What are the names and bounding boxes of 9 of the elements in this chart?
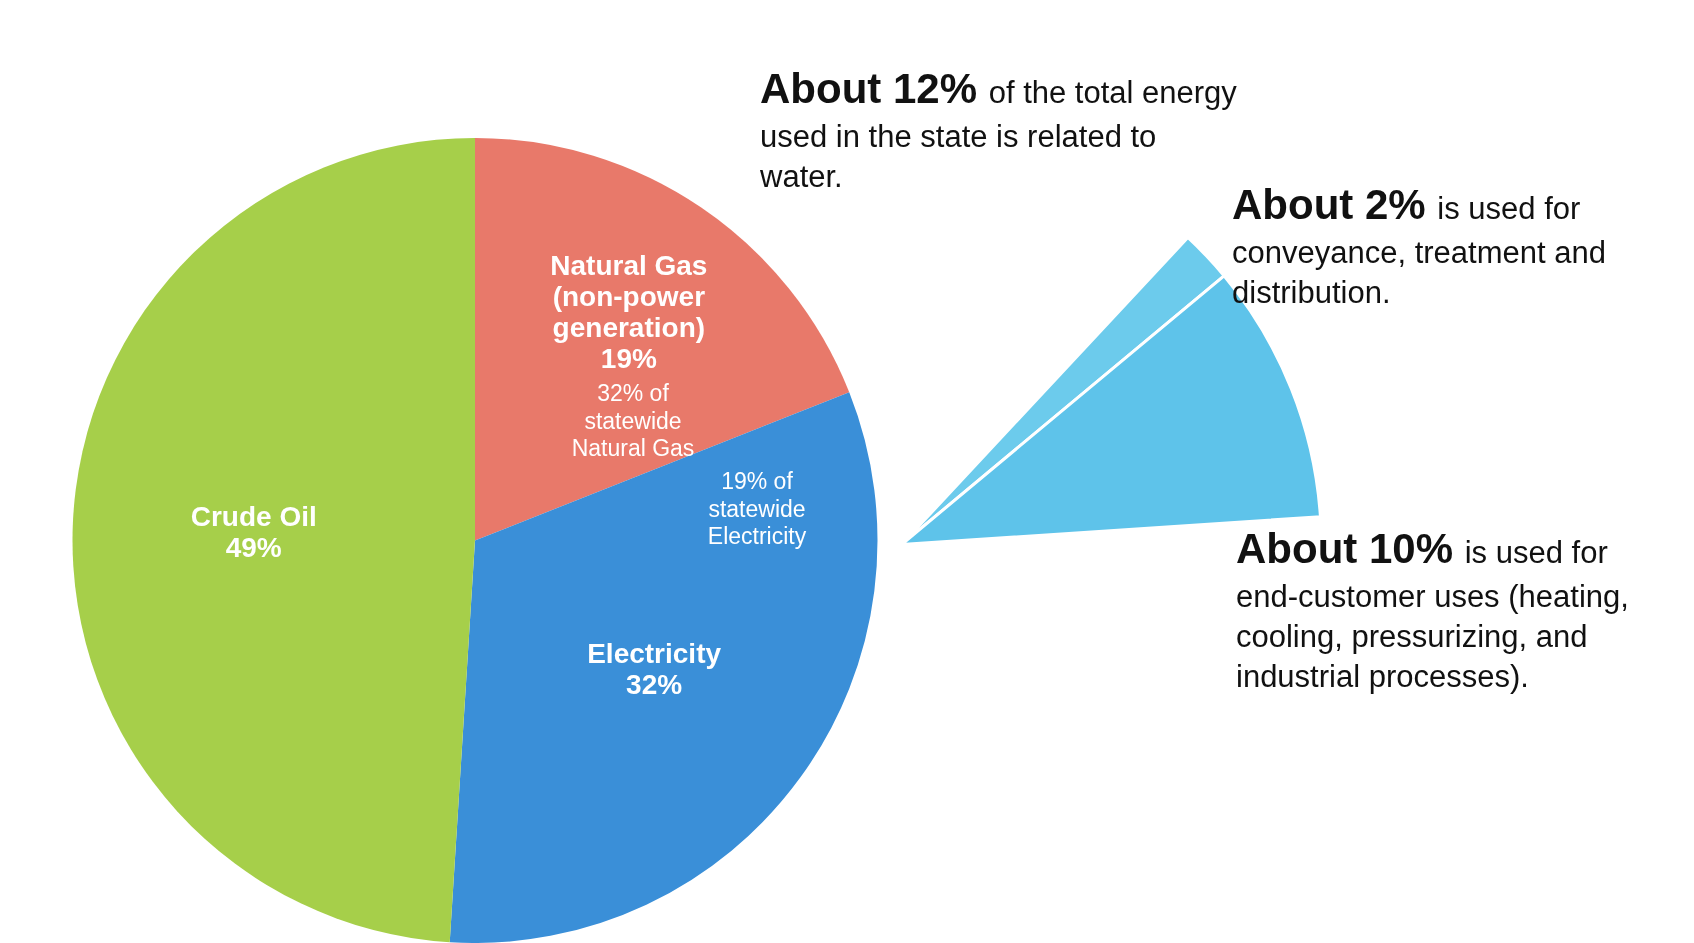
data-label: 32% — [626, 668, 683, 700]
text: 19% of statewide Electricity — [706, 468, 808, 551]
slice-label: Natural Gas (non-power generation) — [550, 250, 708, 344]
slice-label: About 10% is used for end-customer uses (heating, cooling, pressurizing, and industrial processes). — [1236, 524, 1630, 697]
slice-label: Electricity — [587, 637, 722, 669]
data-label: 19% — [600, 343, 657, 375]
text: 32% of statewide Natural Gas — [570, 380, 696, 463]
slice-label: Crude Oil — [190, 500, 317, 532]
data-label: 49% — [225, 531, 282, 563]
